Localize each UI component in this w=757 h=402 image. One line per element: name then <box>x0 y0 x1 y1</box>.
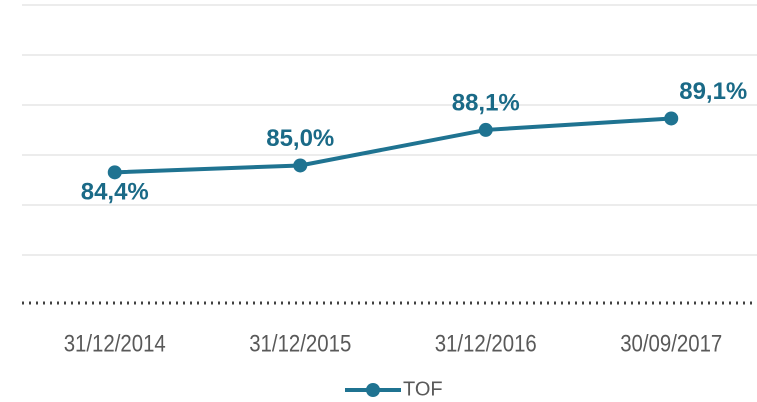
grid <box>22 4 757 256</box>
legend-label: TOF <box>403 378 443 400</box>
point <box>107 165 122 180</box>
legend-marker <box>366 383 380 397</box>
line <box>114 116 672 175</box>
point <box>293 158 308 173</box>
x-tick-label: 30/09/2017 <box>620 330 722 357</box>
x-tick-label: 31/12/2016 <box>435 330 537 357</box>
point <box>478 122 493 137</box>
x-tick-label: 31/12/2015 <box>249 330 351 357</box>
data-label: 88,1% <box>452 89 520 116</box>
data-label: 89,1% <box>679 78 747 105</box>
point <box>664 111 679 126</box>
data-label: 84,4% <box>81 179 149 206</box>
data-label: 85,0% <box>266 125 334 152</box>
x-tick-label: 31/12/2014 <box>64 330 166 357</box>
